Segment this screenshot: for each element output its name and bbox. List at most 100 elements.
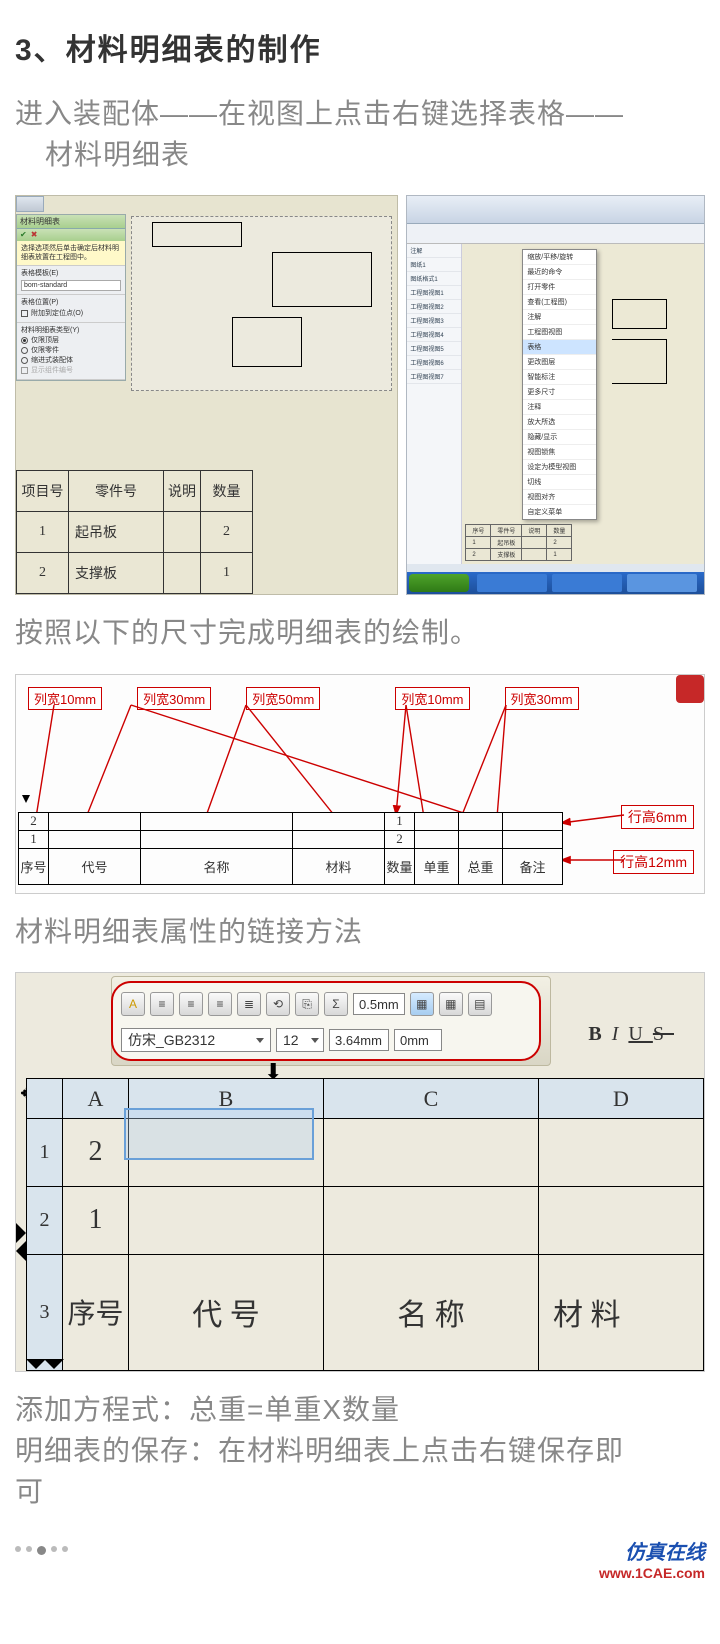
dim-hdr-0: 序号 [19, 848, 49, 884]
menu-item[interactable]: 表格 [523, 340, 596, 355]
dim-hdr-1: 代号 [49, 848, 141, 884]
pager-dots [15, 1546, 68, 1555]
section-title: 3、材料明细表的制作 [15, 25, 705, 69]
zero-field[interactable]: 0mm [394, 1029, 442, 1051]
drawing-area: 缩放/平移/旋转 最近的命令 打开零件 查看(工程图) 注解 工程图视图 表格 … [462, 244, 704, 564]
down-marker-icon [26, 1359, 46, 1369]
screenshot-bom-panel: 材料明细表 ✔✖ 选择选项然后单击确定后材料明细表放置在工程图中。 表格模板(E… [15, 195, 398, 595]
col-width-callout-10a: 列宽10mm [28, 687, 102, 710]
template-label: 表格模板(E) [21, 269, 121, 278]
thickness-field[interactable]: 0.5mm [353, 993, 405, 1015]
position-label: 表格位置(P) [21, 298, 121, 307]
instruction-2: 按照以下的尺寸完成明细表的绘制。 [15, 613, 705, 654]
anchor-check[interactable]: 附加到定位点(O) [21, 309, 121, 318]
rotate-icon[interactable]: ⟲ [266, 992, 290, 1016]
align-left-icon[interactable]: ≡ [150, 992, 174, 1016]
panel-info: 选择选项然后单击确定后材料明细表放置在工程图中。 [17, 241, 125, 266]
menu-item[interactable]: 自定义菜单 [523, 505, 596, 519]
width-field[interactable]: 3.64mm [329, 1029, 389, 1051]
grid-icon-2[interactable]: ▦ [439, 992, 463, 1016]
instruction-4-line1: 添加方程式：总重=单重X数量 [15, 1390, 705, 1431]
menu-item[interactable]: 注解 [523, 310, 596, 325]
col-C[interactable]: C [324, 1079, 539, 1119]
link-icon[interactable]: ⎘ [295, 992, 319, 1016]
drawing-canvas [131, 216, 392, 391]
menu-item[interactable]: 更改图层 [523, 355, 596, 370]
instruction-3: 材料明细表属性的链接方法 [15, 912, 705, 953]
grid-icon-1[interactable]: ▦ [410, 992, 434, 1016]
col-width-callout-30b: 列宽30mm [505, 687, 579, 710]
row-h12-callout: 行高12mm [613, 850, 694, 874]
dim-hdr-3: 材料 [293, 848, 385, 884]
menu-item[interactable]: 视图对齐 [523, 490, 596, 505]
menu-item[interactable]: 注释 [523, 400, 596, 415]
align-right-icon[interactable]: ≡ [208, 992, 232, 1016]
radio-parts[interactable]: 仅限零件 [21, 346, 121, 355]
bom-preview-table: 项目号 零件号 说明 数量 1 起吊板 2 2 支撑板 1 [16, 470, 253, 594]
menu-item[interactable]: 视图锁焦 [523, 445, 596, 460]
col-width-callout-10b: 列宽10mm [395, 687, 469, 710]
screenshot-row: 材料明细表 ✔✖ 选择选项然后单击确定后材料明细表放置在工程图中。 表格模板(E… [15, 195, 705, 595]
dimension-table: 2 1 1 2 序号 代号 名称 材料 数量 单重 总重 备注 [18, 812, 563, 885]
page-footer: 仿真在线 www.1CAE.com [15, 1536, 705, 1576]
dim-hdr-6: 总重 [459, 848, 503, 884]
table-row[interactable]: 2 1 [27, 1186, 704, 1254]
menu-item[interactable]: 打开零件 [523, 280, 596, 295]
font-select[interactable]: 仿宋_GB2312 [121, 1028, 271, 1052]
menu-item[interactable]: 切线 [523, 475, 596, 490]
col-width-callout-30a: 列宽30mm [137, 687, 211, 710]
valign-icon[interactable]: ≣ [237, 992, 261, 1016]
menu-item[interactable]: 隐藏/显示 [523, 430, 596, 445]
instruction-1: 进入装配体——在视图上点击右键选择表格—— 材料明细表 [15, 94, 705, 175]
text-style-buttons[interactable]: BIUS [588, 1023, 674, 1046]
screenshot-context-menu: 注解 图纸1 图纸格式1 工程图视图1 工程图视图2 工程图视图3 工程图视图4… [406, 195, 705, 595]
dim-hdr-7: 备注 [503, 848, 563, 884]
menu-item[interactable]: 更多尺寸 [523, 385, 596, 400]
dimension-figure: 列宽10mm 列宽30mm 列宽50mm 列宽10mm 列宽30mm 行高6mm… [15, 674, 705, 894]
menu-item[interactable]: 放大所选 [523, 415, 596, 430]
table-row[interactable]: 3 序号 代 号 名 称 材 料 [27, 1254, 704, 1371]
start-button[interactable] [409, 574, 469, 592]
instruction-1-line1: 进入装配体——在视图上点击右键选择表格—— [15, 94, 705, 135]
grid-icon-3[interactable]: ▤ [468, 992, 492, 1016]
instruction-4-line2: 明细表的保存：在材料明细表上点击右键保存即 [15, 1431, 705, 1472]
template-value[interactable]: bom-standard [24, 281, 67, 290]
dim-hdr-5: 单重 [415, 848, 459, 884]
menu-item[interactable]: 缩放/平移/旋转 [523, 250, 596, 265]
col-width-callout-50: 列宽50mm [246, 687, 320, 710]
menu-item[interactable]: 设定为模型视图 [523, 460, 596, 475]
panel-header: 材料明细表 [17, 215, 125, 229]
instruction-4: 添加方程式：总重=单重X数量 明细表的保存：在材料明细表上点击右键保存即 可 [15, 1390, 705, 1512]
menu-item[interactable]: 工程图视图 [523, 325, 596, 340]
table-row: 1 起吊板 2 [17, 512, 253, 553]
table-row: 2 支撑板 1 [17, 553, 253, 594]
align-center-icon[interactable]: ≡ [179, 992, 203, 1016]
dim-cell: 2 [19, 812, 49, 830]
format-toolbar-callout: A ≡ ≡ ≡ ≣ ⟲ ⎘ Σ 0.5mm ▦ ▦ ▤ 仿宋_GB2312 12 [111, 981, 541, 1061]
section-heading: 材料明细表的制作 [66, 34, 322, 67]
cell-selection-highlight [124, 1108, 314, 1160]
taskbar [407, 572, 704, 594]
subcheck[interactable]: 显示组件编号 [21, 366, 121, 375]
brand-url: www.1CAE.com [599, 1565, 705, 1581]
instruction-4-line3: 可 [15, 1472, 705, 1513]
context-menu[interactable]: 缩放/平移/旋转 最近的命令 打开零件 查看(工程图) 注解 工程图视图 表格 … [522, 249, 597, 520]
sigma-icon[interactable]: Σ [324, 992, 348, 1016]
row-marker-icon [16, 1223, 26, 1243]
dim-hdr-2: 名称 [141, 848, 293, 884]
brand-name: 仿真在线 [599, 1536, 705, 1565]
menu-item[interactable]: 查看(工程图) [523, 295, 596, 310]
font-size-select[interactable]: 12 [276, 1028, 324, 1052]
red-badge-icon [676, 675, 704, 703]
col-D[interactable]: D [539, 1079, 704, 1119]
radio-indent[interactable]: 缩进式装配体 [21, 356, 121, 365]
row-marker-icon [16, 1241, 26, 1261]
bom-hdr-3: 数量 [201, 471, 253, 512]
menu-item[interactable]: 最近的命令 [523, 265, 596, 280]
menu-item[interactable]: 智能标注 [523, 370, 596, 385]
col-A[interactable]: A [63, 1079, 129, 1119]
radio-top[interactable]: 仅限顶层 [21, 336, 121, 345]
font-color-icon[interactable]: A [121, 992, 145, 1016]
row-h6-callout: 行高6mm [621, 805, 694, 829]
bom-hdr-1: 零件号 [69, 471, 164, 512]
